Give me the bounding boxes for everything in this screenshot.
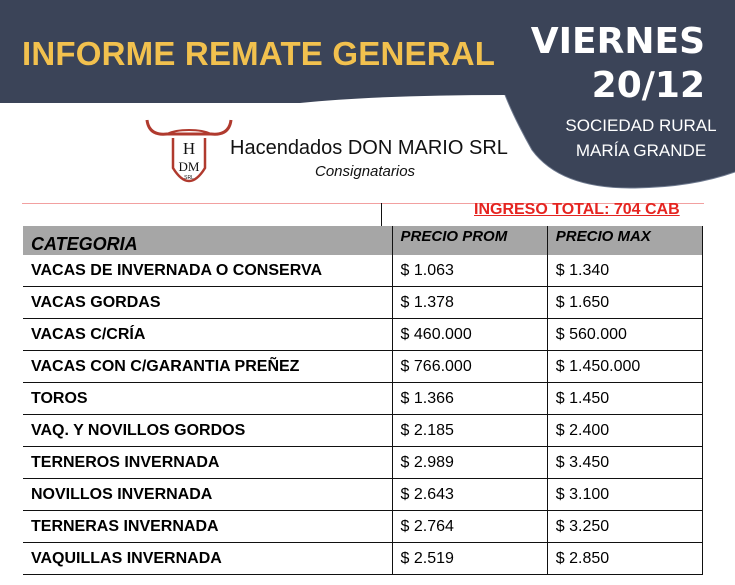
prices-table: CATEGORIA PRECIO PROM PRECIO MAX VACAS D…: [23, 226, 704, 575]
row-precio-prom: $ 1.366: [391, 382, 548, 415]
row-precio-max: $ 3.100: [546, 478, 704, 511]
row-precio-max: $ 1.340: [546, 255, 704, 287]
row-precio-prom: $ 1.063: [391, 255, 548, 287]
table-row: TERNEROS INVERNADA $ 2.989 $ 3.450: [23, 446, 704, 479]
row-precio-prom: $ 2.764: [391, 510, 548, 543]
company-name: Hacendados DON MARIO SRL: [230, 137, 508, 159]
row-categoria: VACAS CON C/GARANTIA PREÑEZ: [23, 350, 393, 383]
table-row: VAQUILLAS INVERNADA $ 2.519 $ 2.850: [23, 542, 704, 575]
report-title: INFORME REMATE GENERAL: [22, 35, 496, 72]
table-row: VACAS C/CRÍA $ 460.000 $ 560.000: [23, 318, 704, 351]
table-header-row: CATEGORIA PRECIO PROM PRECIO MAX: [23, 226, 704, 255]
row-categoria: VAQ. Y NOVILLOS GORDOS: [23, 414, 393, 447]
row-precio-max: $ 1.650: [546, 286, 704, 319]
row-precio-max: $ 1.450.000: [546, 350, 704, 383]
row-precio-prom: $ 460.000: [391, 318, 548, 351]
row-precio-max: $ 560.000: [546, 318, 704, 351]
ingreso-total: INGRESO TOTAL: 704 CAB: [474, 201, 680, 218]
header-precio-max: PRECIO MAX: [546, 226, 704, 255]
row-precio-prom: $ 2.989: [391, 446, 548, 479]
table-row: VACAS CON C/GARANTIA PREÑEZ $ 766.000 $ 1.…: [23, 350, 704, 383]
venue-line-1: SOCIEDAD RURAL: [565, 116, 717, 135]
logo-letter-h: H: [183, 139, 195, 158]
row-categoria: NOVILLOS INVERNADA: [23, 478, 393, 511]
row-categoria: TOROS: [23, 382, 393, 415]
table-row: TERNERAS INVERNADA $ 2.764 $ 3.250: [23, 510, 704, 543]
logo-letters-dm: DM: [179, 159, 200, 174]
logo-letters-srl: SRL: [184, 175, 194, 181]
row-precio-max: $ 2.850: [546, 542, 704, 575]
row-precio-max: $ 3.450: [546, 446, 704, 479]
row-categoria: VAQUILLAS INVERNADA: [23, 542, 393, 575]
table-row: NOVILLOS INVERNADA $ 2.643 $ 3.100: [23, 478, 704, 511]
header-precio-prom: PRECIO PROM: [391, 226, 548, 255]
row-precio-max: $ 3.250: [546, 510, 704, 543]
row-categoria: VACAS DE INVERNADA O CONSERVA: [23, 255, 393, 287]
row-categoria: TERNERAS INVERNADA: [23, 510, 393, 543]
date-block: VIERNES 20/12: [531, 20, 705, 108]
row-precio-prom: $ 2.519: [391, 542, 548, 575]
row-categoria: VACAS C/CRÍA: [23, 318, 393, 351]
bull-logo-icon: H DM SRL: [145, 119, 233, 183]
row-precio-max: $ 2.400: [546, 414, 704, 447]
venue-label: SOCIEDAD RURAL MARÍA GRANDE: [550, 113, 732, 163]
table-row: VACAS GORDAS $ 1.378 $ 1.650: [23, 286, 704, 319]
row-precio-max: $ 1.450: [546, 382, 704, 415]
row-precio-prom: $ 766.000: [391, 350, 548, 383]
table-row: VAQ. Y NOVILLOS GORDOS $ 2.185 $ 2.400: [23, 414, 704, 447]
table-row: VACAS DE INVERNADA O CONSERVA $ 1.063 $ 1.…: [23, 255, 704, 287]
divider-line: [22, 203, 704, 204]
row-precio-prom: $ 1.378: [391, 286, 548, 319]
row-categoria: TERNEROS INVERNADA: [23, 446, 393, 479]
company-role: Consignatarios: [315, 163, 416, 180]
date-label: 20/12: [591, 65, 705, 106]
header-categoria: CATEGORIA: [23, 226, 393, 255]
column-divider: [381, 203, 382, 227]
day-label: VIERNES: [530, 21, 705, 62]
table-row: TOROS $ 1.366 $ 1.450: [23, 382, 704, 415]
row-precio-prom: $ 2.185: [391, 414, 548, 447]
row-categoria: VACAS GORDAS: [23, 286, 393, 319]
venue-line-2: MARÍA GRANDE: [575, 141, 707, 160]
row-precio-prom: $ 2.643: [391, 478, 548, 511]
